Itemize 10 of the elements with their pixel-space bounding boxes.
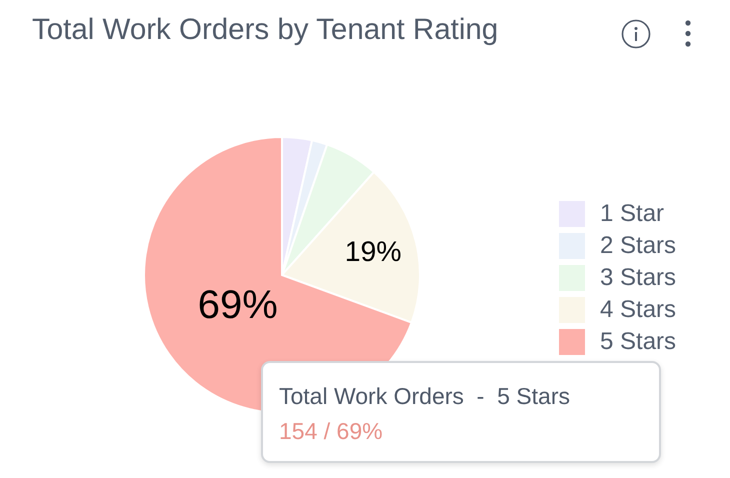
legend-label: 2 Stars bbox=[600, 232, 676, 259]
text: 154 / 69% bbox=[279, 417, 383, 445]
legend-label: 1 Star bbox=[600, 200, 664, 227]
legend-label: 3 Stars bbox=[600, 264, 676, 291]
data-label: 69% bbox=[198, 282, 278, 327]
data-label: 19% bbox=[344, 236, 402, 268]
text: Total Work Orders - 5 Stars bbox=[279, 382, 570, 410]
legend-label: 4 Stars bbox=[600, 296, 676, 323]
legend-label: 5 Stars bbox=[600, 328, 676, 355]
chart-title: Total Work Orders by Tenant Rating bbox=[32, 12, 498, 48]
